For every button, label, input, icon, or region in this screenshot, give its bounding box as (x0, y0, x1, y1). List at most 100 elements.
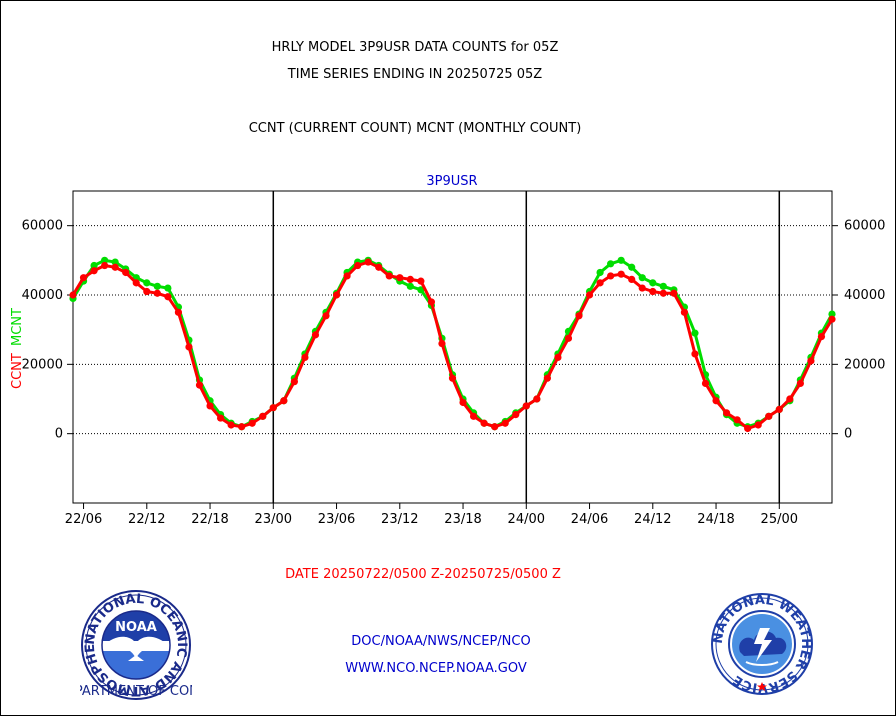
data-point-ccnt (227, 421, 235, 429)
data-point-ccnt (290, 378, 298, 386)
data-point-ccnt (512, 411, 520, 419)
data-point-ccnt (638, 284, 646, 292)
data-point-mcnt (659, 282, 667, 290)
y-tick-label-left: 20000 (22, 357, 63, 372)
y-axis-label-mcnt: MCNT (10, 308, 25, 346)
data-point-ccnt (101, 261, 109, 270)
data-point-mcnt (596, 268, 604, 277)
data-point-ccnt (354, 261, 362, 270)
data-point-ccnt (164, 293, 172, 301)
data-point-ccnt (385, 272, 393, 280)
data-point-ccnt (375, 263, 383, 271)
data-point-ccnt (406, 275, 414, 283)
data-point-ccnt (754, 421, 762, 429)
data-point-ccnt (659, 289, 667, 297)
data-point-mcnt (90, 261, 98, 270)
data-point-mcnt (143, 279, 151, 287)
data-point-ccnt (216, 414, 225, 422)
data-point-mcnt (164, 284, 172, 292)
data-point-ccnt (575, 312, 583, 320)
data-point-ccnt (533, 395, 541, 403)
data-point-ccnt (332, 291, 341, 299)
x-tick-label: 22/12 (128, 512, 165, 527)
noaa-bottom-text: U.S. DEPARTMENT OF COMMERCE (80, 684, 192, 699)
y-axis-left: 0 20000 40000 60000 (22, 219, 73, 442)
data-point-ccnt (311, 331, 320, 339)
data-point-ccnt (701, 379, 710, 387)
data-point-ccnt (828, 315, 836, 323)
plot-area-border (72, 190, 833, 504)
data-point-ccnt (564, 334, 573, 342)
data-point-ccnt (617, 270, 625, 278)
data-point-ccnt (807, 357, 815, 365)
data-point-ccnt (438, 339, 446, 348)
data-point-mcnt (691, 329, 699, 337)
title-line-3: CCNT (CURRENT COUNT) MCNT (MONTHLY COUNT… (248, 121, 582, 136)
data-point-mcnt (828, 310, 836, 318)
data-point-ccnt (111, 263, 119, 271)
data-point-ccnt (469, 412, 478, 420)
data-point-ccnt (554, 353, 562, 361)
y-axis-right: 0 20000 40000 60000 (832, 219, 885, 442)
data-point-ccnt (733, 416, 741, 424)
y-axis-label-ccnt: CCNT (10, 353, 25, 389)
data-point-ccnt (722, 409, 731, 417)
y-axis-label: CCNT MCNT (10, 308, 25, 389)
data-point-ccnt (680, 308, 689, 316)
data-point-ccnt (786, 395, 794, 403)
data-point-ccnt (480, 419, 488, 427)
x-tick-label: 24/12 (634, 512, 671, 527)
x-tick-label: 23/12 (381, 512, 418, 527)
data-point-ccnt (522, 402, 530, 410)
data-point-ccnt (427, 298, 436, 306)
data-point-ccnt (691, 350, 699, 358)
data-point-ccnt (396, 274, 404, 282)
chart-title: 3P9USR (426, 174, 477, 189)
grid-lines (73, 225, 832, 435)
y-tick-label-right: 20000 (844, 357, 885, 372)
data-point-ccnt (670, 289, 678, 297)
data-point-ccnt (459, 398, 467, 407)
data-point-ccnt (301, 353, 309, 361)
data-point-mcnt (101, 256, 109, 264)
x-tick-label: 24/06 (571, 512, 608, 527)
data-point-ccnt (649, 287, 657, 296)
noaa-logo: NATIONAL OCEANIC AND ATMOSPHERIC ADMINIS… (80, 589, 192, 700)
data-point-ccnt (744, 424, 752, 433)
data-point-mcnt (406, 282, 414, 290)
data-point-mcnt (153, 282, 161, 290)
data-point-mcnt (617, 256, 625, 264)
data-point-ccnt (90, 267, 98, 275)
data-point-ccnt (585, 291, 594, 299)
series-layer (69, 256, 836, 433)
data-point-mcnt (607, 260, 615, 268)
data-point-ccnt (259, 412, 267, 420)
data-point-ccnt (596, 279, 604, 287)
data-point-ccnt (132, 279, 140, 287)
day-boundary-lines (272, 191, 781, 503)
data-point-ccnt (174, 308, 183, 316)
data-point-ccnt (765, 412, 773, 420)
y-tick-label-right: 0 (844, 427, 852, 442)
y-tick-label-left: 0 (55, 427, 63, 442)
date-range: DATE 20250722/0500 Z-20250725/0500 Z (285, 567, 561, 582)
x-tick-label: 24/00 (508, 512, 545, 527)
org-path: DOC/NOAA/NWS/NCEP/NCO (351, 634, 531, 649)
x-tick-label: 22/06 (65, 512, 102, 527)
website-link[interactable]: WWW.NCO.NCEP.NOAA.GOV (345, 661, 527, 676)
data-point-ccnt (364, 258, 372, 266)
star-icon (757, 682, 767, 691)
data-point-ccnt (206, 402, 214, 410)
data-point-ccnt (543, 374, 551, 382)
data-point-ccnt (501, 419, 509, 427)
data-point-ccnt (491, 423, 499, 431)
y-tick-label-left: 40000 (22, 288, 63, 303)
data-point-ccnt (817, 333, 826, 341)
data-point-ccnt (628, 275, 636, 283)
data-point-ccnt (143, 287, 151, 296)
x-axis: 22/06 22/12 22/18 23/00 23/06 23/12 23/18 24/00… (65, 503, 798, 527)
data-point-ccnt (417, 277, 425, 285)
data-point-ccnt (122, 268, 130, 277)
data-point-ccnt (322, 312, 330, 320)
x-tick-label: 25/00 (761, 512, 798, 527)
